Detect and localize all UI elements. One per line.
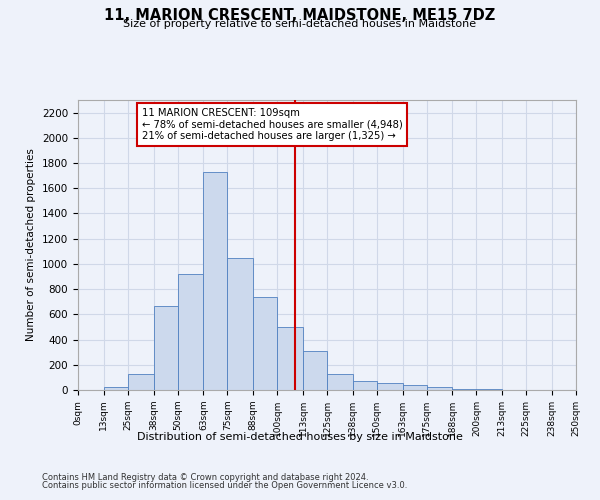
Bar bbox=[277, 327, 303, 390]
Text: Distribution of semi-detached houses by size in Maidstone: Distribution of semi-detached houses by … bbox=[137, 432, 463, 442]
Text: 11 MARION CRESCENT: 109sqm
← 78% of semi-detached houses are smaller (4,948)
21%: 11 MARION CRESCENT: 109sqm ← 78% of semi… bbox=[142, 108, 403, 141]
Bar bbox=[253, 298, 277, 390]
Bar bbox=[377, 383, 403, 390]
Text: Size of property relative to semi-detached houses in Maidstone: Size of property relative to semi-detach… bbox=[124, 19, 476, 29]
Bar bbox=[203, 172, 227, 390]
Text: 11, MARION CRESCENT, MAIDSTONE, ME15 7DZ: 11, MARION CRESCENT, MAIDSTONE, ME15 7DZ bbox=[104, 8, 496, 22]
Bar bbox=[427, 387, 452, 390]
Bar bbox=[353, 381, 377, 390]
Bar bbox=[178, 274, 203, 390]
Bar bbox=[104, 387, 128, 390]
Bar bbox=[227, 258, 253, 390]
Bar bbox=[303, 351, 327, 390]
Text: Contains public sector information licensed under the Open Government Licence v3: Contains public sector information licen… bbox=[42, 481, 407, 490]
Bar bbox=[327, 374, 353, 390]
Bar bbox=[452, 388, 476, 390]
Y-axis label: Number of semi-detached properties: Number of semi-detached properties bbox=[26, 148, 37, 342]
Text: Contains HM Land Registry data © Crown copyright and database right 2024.: Contains HM Land Registry data © Crown c… bbox=[42, 472, 368, 482]
Bar bbox=[154, 306, 178, 390]
Bar bbox=[128, 374, 154, 390]
Bar bbox=[403, 385, 427, 390]
